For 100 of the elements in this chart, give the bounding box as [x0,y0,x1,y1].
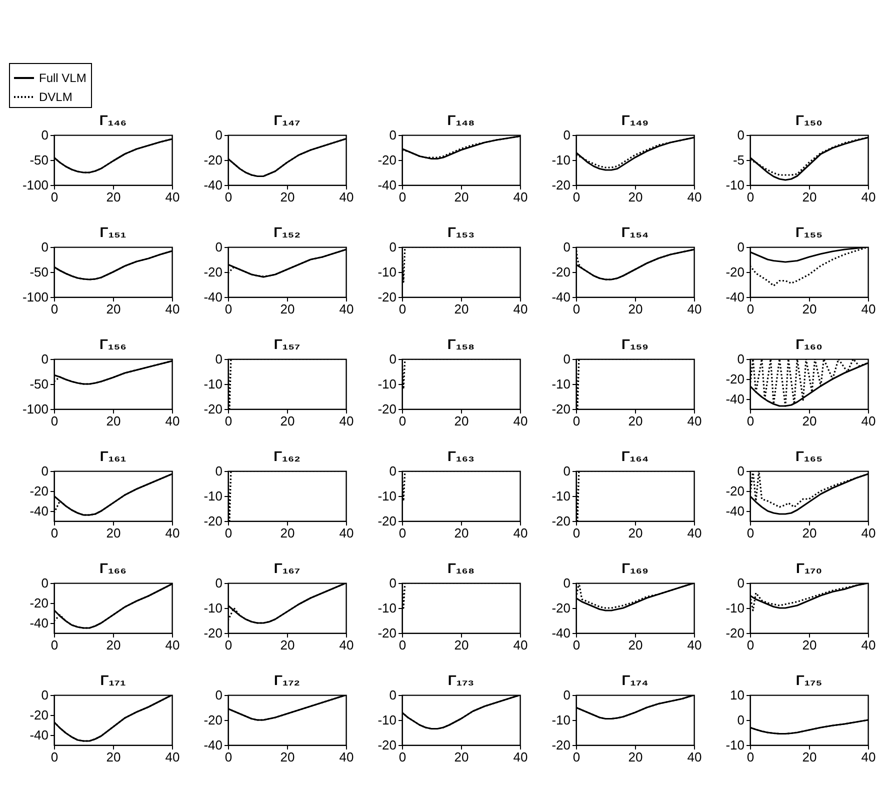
x-tick-label: 20 [106,190,121,204]
x-tick-label: 40 [339,526,354,540]
y-tick-label: -10 [378,264,396,280]
y-tick-label: -20 [552,402,570,416]
x-tick-label: 40 [861,414,876,428]
y-tick-label: -20 [30,596,48,610]
y-tick-label: -40 [726,392,744,406]
chart-title: Γ₁₅₄ [621,224,649,240]
y-tick-label: -40 [552,626,570,640]
x-tick-label: 40 [339,750,354,764]
chart-title: Γ₁₆₀ [796,336,822,352]
x-tick-label: 40 [339,638,354,652]
x-tick-label: 40 [861,526,876,540]
chart-title: Γ₁₇₄ [622,672,648,688]
chart-title: Γ₁₅₁ [100,224,126,240]
y-tick-label: -20 [378,152,396,168]
y-tick-label: -100 [22,178,48,192]
y-tick-label: 0 [389,240,396,254]
x-tick-label: 0 [572,750,580,764]
y-tick-label: -20 [726,626,744,640]
y-tick-label: 0 [389,464,396,478]
y-tick-label: 0 [389,576,396,590]
chart-title: Γ₁₆₃ [447,448,475,464]
x-tick-label: 40 [861,302,876,316]
x-tick-label: 20 [280,302,295,316]
y-tick-label: -10 [552,712,570,728]
y-tick-label: 0 [737,352,744,366]
chart-title: Γ₁₇₂ [274,672,300,688]
y-tick-label: 0 [389,128,396,142]
x-tick-label: 20 [106,414,121,428]
y-tick-label: -40 [30,616,48,630]
y-tick-label: -20 [378,514,396,528]
x-tick-label: 20 [628,526,643,540]
chart-title: Γ₁₅₀ [796,112,822,128]
y-tick-label: -20 [726,372,744,386]
chart-title: Γ₁₅₈ [447,336,475,352]
x-tick-label: 0 [50,190,58,204]
y-tick-label: -50 [30,264,48,280]
x-tick-label: 40 [861,638,876,652]
chart-title: Γ₁₆₅ [796,448,822,464]
chart-title: Γ₁₆₇ [274,560,300,576]
x-tick-label: 0 [746,414,754,428]
chart-title: Γ₁₄₆ [99,112,127,128]
chart-title: Γ₁₅₉ [622,336,648,352]
x-tick-label: 0 [398,750,406,764]
x-tick-label: 40 [165,526,180,540]
y-tick-label: -10 [204,376,222,392]
y-tick-label: -20 [552,264,570,280]
x-tick-label: 0 [224,302,232,316]
x-tick-label: 20 [454,750,469,764]
y-tick-label: 0 [41,128,48,142]
x-tick-label: 0 [398,638,406,652]
x-tick-label: 40 [687,190,702,204]
x-tick-label: 40 [861,190,876,204]
y-tick-label: 0 [215,576,222,590]
y-tick-label: -20 [552,514,570,528]
x-tick-label: 40 [687,638,702,652]
y-tick-label: -20 [204,264,222,280]
x-tick-label: 40 [165,302,180,316]
y-tick-label: -20 [726,484,744,498]
x-tick-label: 20 [280,638,295,652]
x-tick-label: 0 [746,638,754,652]
chart-title: Γ₁₅₅ [795,224,823,240]
y-tick-label: -10 [204,488,222,504]
x-tick-label: 40 [513,302,528,316]
x-tick-label: 40 [513,750,528,764]
x-tick-label: 20 [454,190,469,204]
y-tick-label: 0 [41,688,48,702]
x-tick-label: 40 [687,414,702,428]
y-tick-label: 0 [563,464,570,478]
x-tick-label: 40 [513,414,528,428]
x-tick-label: 20 [628,190,643,204]
y-tick-label: -40 [30,728,48,742]
x-tick-label: 0 [746,526,754,540]
x-tick-label: 0 [224,750,232,764]
y-tick-label: 0 [563,240,570,254]
y-tick-label: -20 [552,178,570,192]
y-tick-label: 0 [215,128,222,142]
x-tick-label: 0 [50,750,58,764]
x-tick-label: 20 [280,414,295,428]
legend-label: Full VLM [39,71,86,85]
y-tick-label: -40 [204,178,222,192]
x-tick-label: 0 [50,414,58,428]
chart-title: Γ₁₆₈ [447,560,475,576]
y-tick-label: -20 [30,708,48,722]
y-tick-label: 0 [563,688,570,702]
x-tick-label: 0 [398,302,406,316]
x-tick-label: 0 [224,526,232,540]
y-tick-label: -20 [378,626,396,640]
y-tick-label: -40 [30,504,48,518]
chart-title: Γ₁₄₇ [274,112,300,128]
x-tick-label: 0 [398,414,406,428]
y-tick-label: -10 [726,178,744,192]
chart-title: Γ₁₇₃ [448,672,474,688]
y-tick-label: 0 [41,240,48,254]
y-tick-label: -100 [22,290,48,304]
x-tick-label: 20 [802,190,817,204]
x-tick-label: 0 [572,302,580,316]
x-tick-label: 0 [398,190,406,204]
x-tick-label: 0 [224,638,232,652]
